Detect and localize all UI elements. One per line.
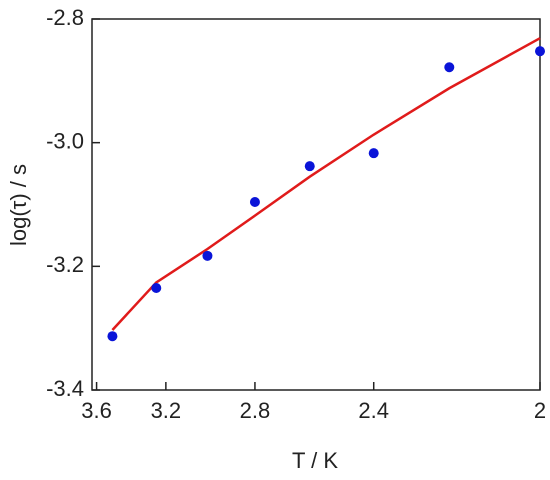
data-point [444, 62, 455, 73]
x-axis-label: T / K [292, 448, 338, 473]
y-tick-label: -3.4 [46, 376, 84, 401]
fit-line [111, 37, 541, 331]
x-tick-label: 2.8 [240, 398, 271, 423]
data-point [249, 197, 260, 208]
data-point [304, 161, 315, 172]
data-point [202, 250, 213, 261]
x-tick-label: 2 [534, 398, 546, 423]
y-axis-label: log(τ) / s [6, 164, 31, 246]
data-point [107, 331, 118, 342]
y-tick-label: -2.8 [46, 5, 84, 30]
data-point [535, 46, 545, 57]
x-tick-label: 3.2 [151, 398, 182, 423]
y-tick-label: -3.2 [46, 252, 84, 277]
data-point [368, 148, 379, 159]
data-point [151, 282, 162, 293]
y-tick-label: -3.0 [46, 128, 84, 153]
x-tick-label: 2.4 [358, 398, 389, 423]
plot-frame [91, 18, 541, 391]
x-tick-label: 3.6 [81, 398, 112, 423]
